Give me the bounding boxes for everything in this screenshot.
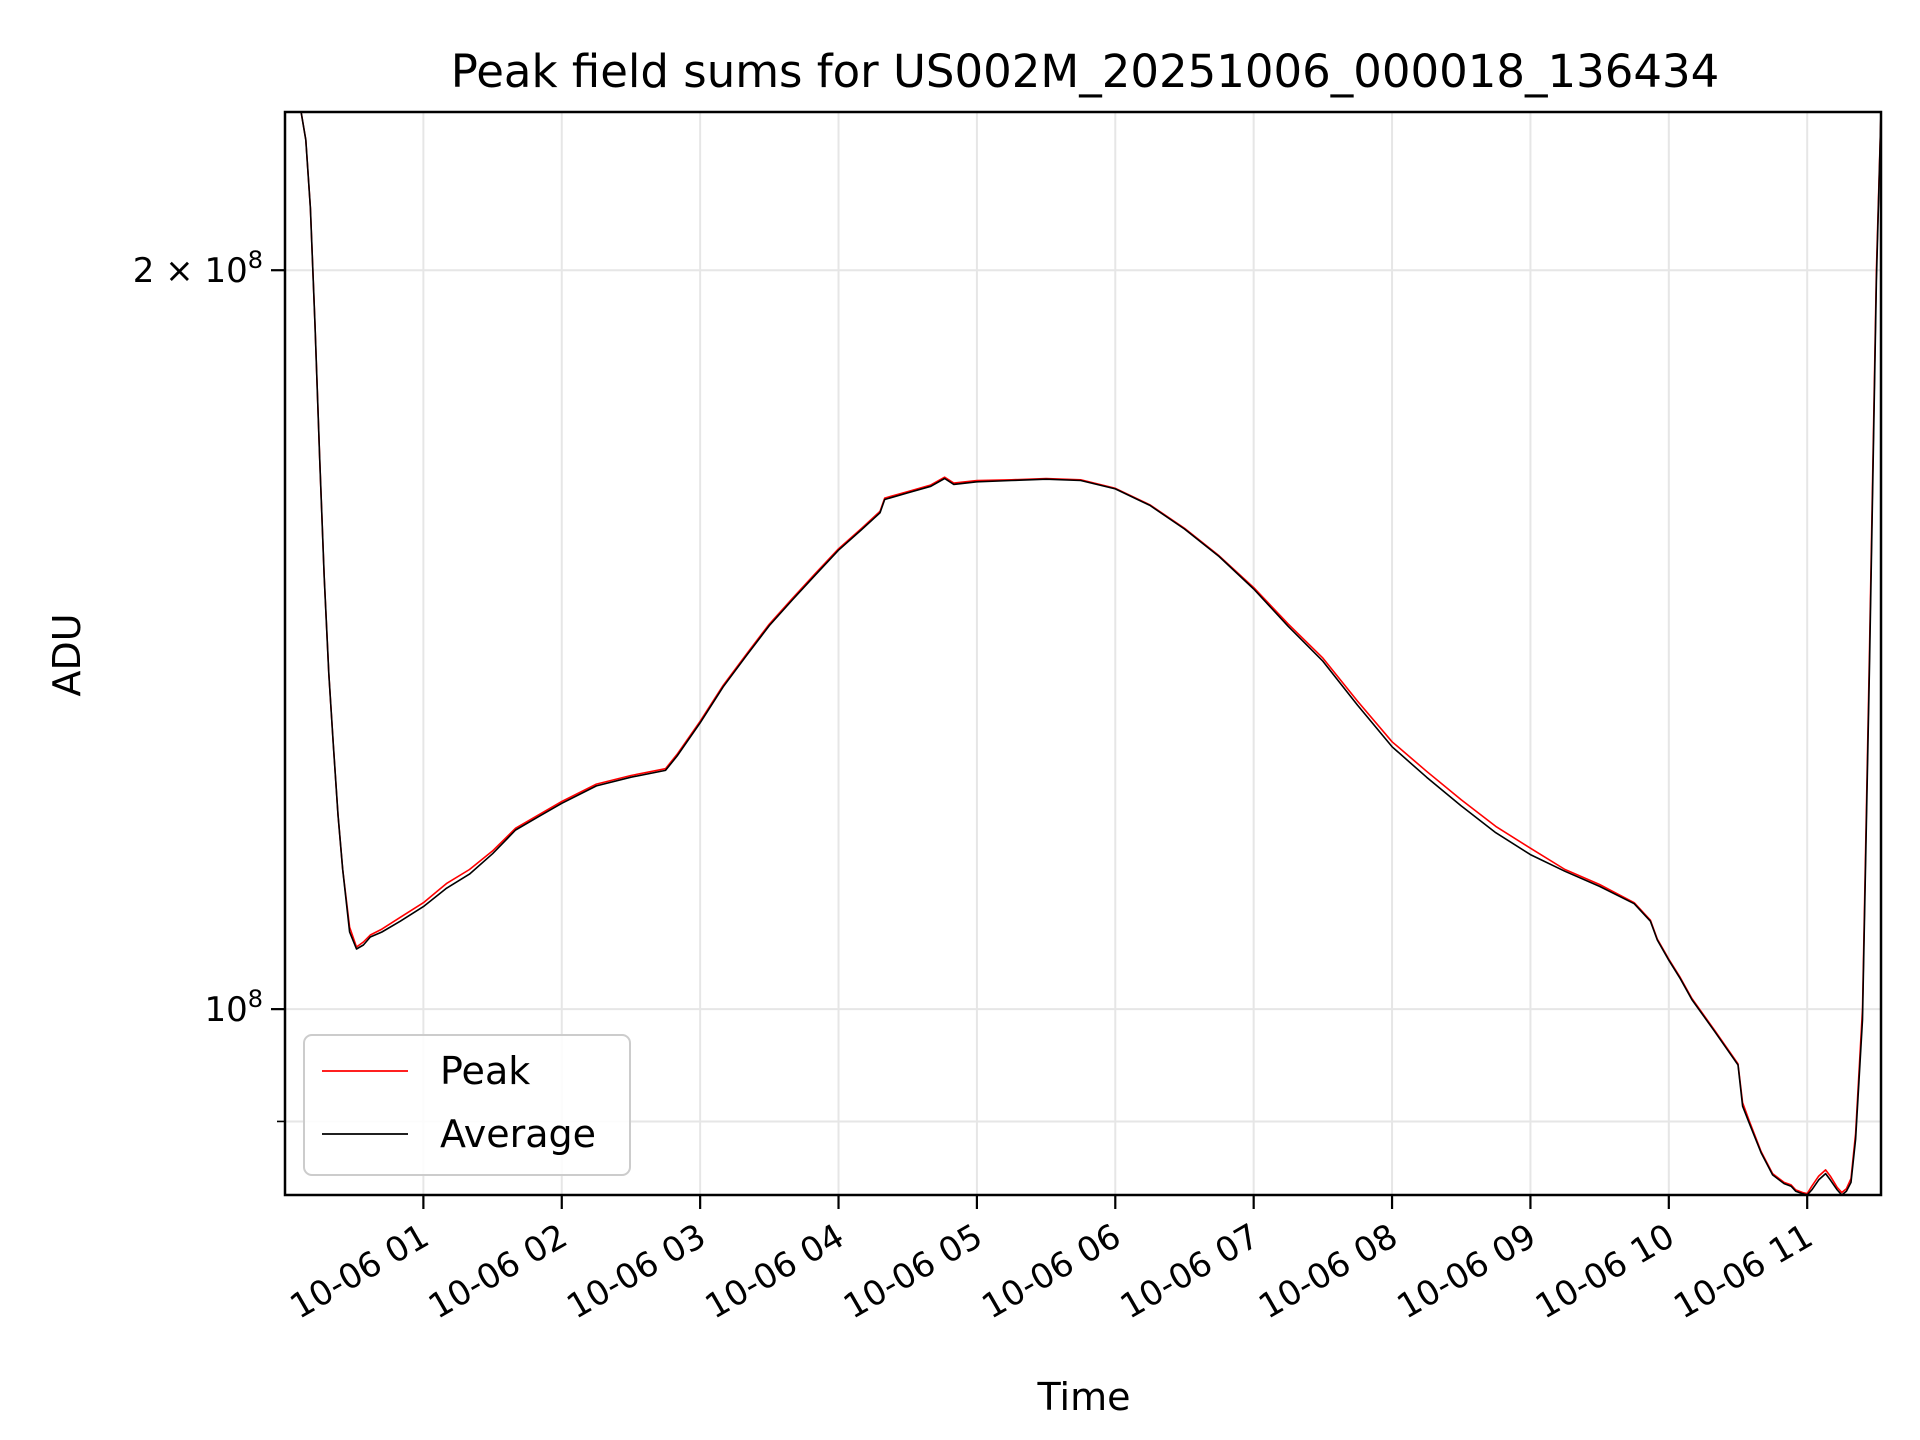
y-tick-label: 2 × 108 xyxy=(133,246,263,291)
chart-title: Peak field sums for US002M_20251006_0000… xyxy=(451,45,1720,98)
legend-label-average: Average xyxy=(440,1112,596,1156)
plot-frame xyxy=(283,110,1883,1197)
y-tick-label: 108 xyxy=(204,985,263,1030)
series-line-average xyxy=(300,112,1881,1195)
x-axis-label: Time xyxy=(1037,1375,1131,1419)
series-layer xyxy=(300,112,1881,1195)
legend-box xyxy=(303,1034,631,1176)
y-axis-label: ADU xyxy=(45,613,89,696)
grid xyxy=(285,112,1881,1195)
y-axis: 2 × 108 108 xyxy=(133,246,285,1123)
legend: Peak Average xyxy=(303,1034,631,1176)
legend-label-peak: Peak xyxy=(440,1049,530,1093)
